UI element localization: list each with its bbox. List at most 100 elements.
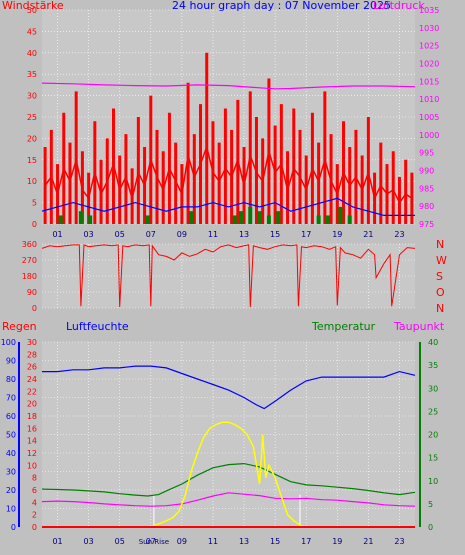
climate-x-tick-label: 01 — [52, 537, 62, 546]
calm-bar — [257, 211, 262, 224]
direction-tick-label: 180 — [22, 272, 37, 281]
rain-axis-title: Regen — [2, 320, 37, 333]
direction-letter: W — [436, 254, 447, 267]
avg-wind-line — [41, 197, 415, 216]
climate-x-tick-label: 21 — [363, 537, 373, 546]
calm-bar — [58, 215, 63, 224]
wind-tick-label: 25 — [27, 113, 37, 122]
pressure-tick-label: 1015 — [419, 77, 439, 86]
calm-bar — [316, 215, 321, 224]
dewpoint-axis-title: Taupunkt — [393, 320, 445, 333]
wind-x-tick-label: 23 — [394, 230, 404, 239]
climate-x-tick-label: 05 — [115, 537, 125, 546]
calm-bar — [145, 215, 150, 224]
calm-bar — [325, 215, 330, 224]
pressure-axis-title: Luftdruck — [373, 0, 425, 12]
temp-tick-label: 0 — [428, 523, 433, 532]
wind-tick-label: 40 — [27, 49, 37, 58]
humidity-tick-label: 40 — [6, 449, 16, 458]
direction-tick-label: 360 — [22, 240, 37, 249]
pressure-tick-label: 1025 — [419, 42, 439, 51]
direction-letter: O — [436, 286, 445, 299]
calm-bar — [347, 215, 352, 224]
temp-tick-label: 35 — [428, 361, 438, 370]
pressure-tick-label: 1000 — [419, 131, 439, 140]
rain-tick-label: 26 — [27, 363, 37, 372]
temp-tick-label: 10 — [428, 477, 438, 486]
sun-label: Sun Rise — [139, 538, 169, 546]
wind-tick-label: 15 — [27, 156, 37, 165]
pressure-tick-label: 1020 — [419, 60, 439, 69]
wind-tick-label: 45 — [27, 27, 37, 36]
calm-bar — [189, 211, 194, 224]
wind-tick-label: 10 — [27, 177, 37, 186]
climate-x-tick-label: 13 — [239, 537, 249, 546]
calm-bar — [276, 211, 281, 224]
rain-tick-label: 2 — [32, 511, 37, 520]
temperature-line — [41, 462, 416, 497]
pressure-tick-label: 985 — [419, 184, 434, 193]
dewpoint-line — [41, 492, 416, 507]
climate-x-tick-label: 07 — [146, 537, 156, 546]
direction-tick-label: 90 — [27, 288, 37, 297]
humidity-tick-label: 100 — [1, 338, 16, 347]
rain-tick-label: 0 — [32, 523, 37, 532]
rain-tick-label: 20 — [27, 400, 37, 409]
pressure-line — [41, 82, 416, 90]
grid-layer — [42, 9, 415, 528]
direction-tick-label: 0 — [32, 304, 37, 313]
wind-x-tick-label: 09 — [177, 230, 187, 239]
temp-tick-label: 5 — [428, 500, 433, 509]
rain-tick-label: 6 — [32, 486, 37, 495]
climate-x-tick-label: 03 — [84, 537, 94, 546]
wind-tick-label: 20 — [27, 134, 37, 143]
direction-tick-label: 270 — [22, 256, 37, 265]
pressure-tick-label: 1005 — [419, 113, 439, 122]
wind-tick-label: 5 — [32, 199, 37, 208]
direction-letter: N — [436, 238, 444, 251]
pressure-tick-label: 1030 — [419, 24, 439, 33]
wind-x-tick-label: 15 — [270, 230, 280, 239]
calm-bar — [78, 211, 83, 224]
wind-tick-label: 0 — [32, 220, 37, 229]
rain-tick-label: 24 — [27, 375, 37, 384]
humidity-tick-label: 10 — [6, 505, 16, 514]
humidity-tick-label: 80 — [6, 375, 16, 384]
pressure-tick-label: 995 — [419, 149, 434, 158]
wind-x-tick-label: 19 — [332, 230, 342, 239]
climate-x-tick-label: 17 — [301, 537, 311, 546]
calm-bar — [238, 211, 243, 224]
humidity-line — [42, 365, 416, 410]
humidity-tick-label: 0 — [11, 523, 16, 532]
pressure-tick-label: 1010 — [419, 95, 439, 104]
humidity-tick-label: 50 — [6, 431, 16, 440]
humidity-tick-label: 60 — [6, 412, 16, 421]
series-layer — [41, 52, 416, 528]
calm-bar — [248, 206, 253, 224]
rain-tick-label: 14 — [27, 437, 37, 446]
chart-title: 24 hour graph day : 07 November 2025 — [172, 0, 391, 12]
wind-line — [44, 144, 413, 205]
rain-tick-label: 16 — [27, 424, 37, 433]
wind-tick-label: 30 — [27, 92, 37, 101]
temp-tick-label: 15 — [428, 454, 438, 463]
wind-x-tick-label: 07 — [146, 230, 156, 239]
solar-line — [150, 421, 307, 528]
humidity-tick-label: 90 — [6, 357, 16, 366]
humidity-tick-label: 70 — [6, 394, 16, 403]
direction-line — [41, 244, 416, 308]
rain-tick-label: 22 — [27, 387, 37, 396]
calm-bar — [266, 215, 271, 224]
wind-x-tick-label: 13 — [239, 230, 249, 239]
calm-bar — [338, 206, 343, 224]
direction-letter: S — [436, 270, 443, 283]
temp-tick-label: 30 — [428, 384, 438, 393]
calm-bar — [232, 215, 237, 224]
axis-layer: 0510152025303540455097598098599099510001… — [1, 6, 447, 546]
rain-tick-label: 10 — [27, 461, 37, 470]
direction-letter: N — [436, 302, 444, 315]
wind-x-tick-label: 05 — [115, 230, 125, 239]
humidity-axis-title: Luftfeuchte — [66, 320, 129, 333]
wind-tick-label: 50 — [27, 6, 37, 15]
